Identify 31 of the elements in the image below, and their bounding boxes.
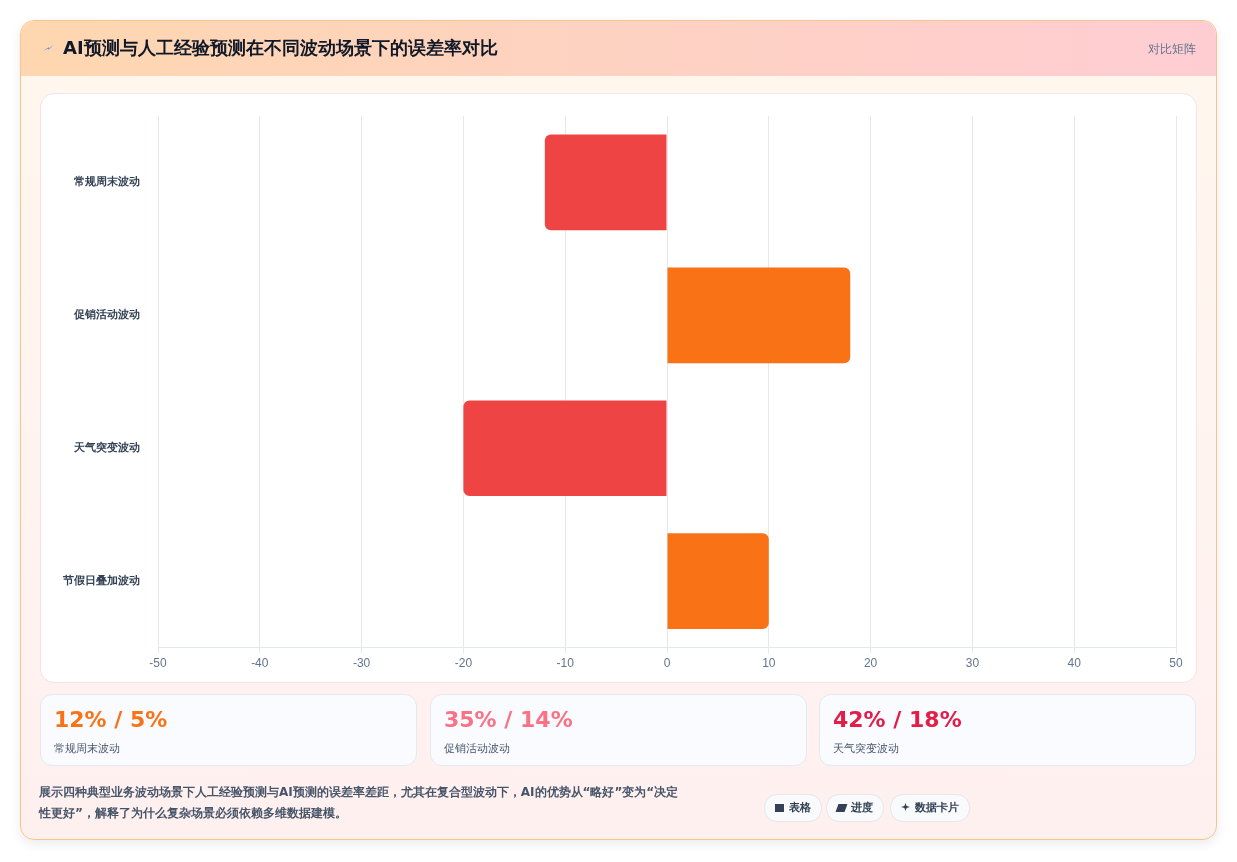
text: 42% / 18%	[833, 707, 962, 732]
x-tick-label: -10	[556, 656, 575, 671]
x-tick-label: 30	[965, 656, 980, 671]
x-tick-label: -40	[251, 656, 269, 671]
text: 展示四种典型业务波动场景下人工经验预测与AI预测的误差率差距，尤其在复合型波动下，AI的优势从“略好”变为“决定性更好”，解释了为什么复杂场景必须依赖多维数据建模。	[39, 784, 679, 822]
x-tick-label: 0	[663, 656, 671, 671]
x-tick-label: -20	[454, 656, 473, 671]
text: 12% / 5%	[54, 707, 168, 732]
text: 表格	[789, 801, 811, 814]
bar	[667, 267, 851, 364]
bar	[463, 400, 667, 497]
x-tick-label: 50	[1169, 656, 1183, 671]
chart-title: AI预测与人工经验预测在不同波动场景下的误差率对比	[63, 36, 498, 60]
y-tick-label: 促销活动波动	[73, 308, 140, 322]
x-tick-label: 20	[863, 656, 878, 671]
x-tick-label: -30	[352, 656, 371, 671]
text: 35% / 14%	[444, 707, 573, 732]
y-tick-label: 常规周末波动	[74, 175, 140, 189]
y-tick-label: 天气突变波动	[73, 441, 140, 455]
x-tick-label: 10	[762, 656, 776, 671]
x-tick-label: -50	[149, 656, 167, 671]
text: 促销活动波动	[444, 741, 510, 756]
text: 数据卡片	[915, 801, 959, 814]
bar	[544, 134, 667, 231]
bar	[667, 533, 769, 629]
text: 进度	[851, 801, 873, 814]
text: 对比矩阵	[1148, 41, 1196, 58]
text: 常规周末波动	[54, 741, 120, 756]
x-tick-label: 40	[1067, 656, 1082, 671]
y-tick-label: 节假日叠加波动	[62, 574, 140, 588]
text: 天气突变波动	[833, 741, 899, 756]
